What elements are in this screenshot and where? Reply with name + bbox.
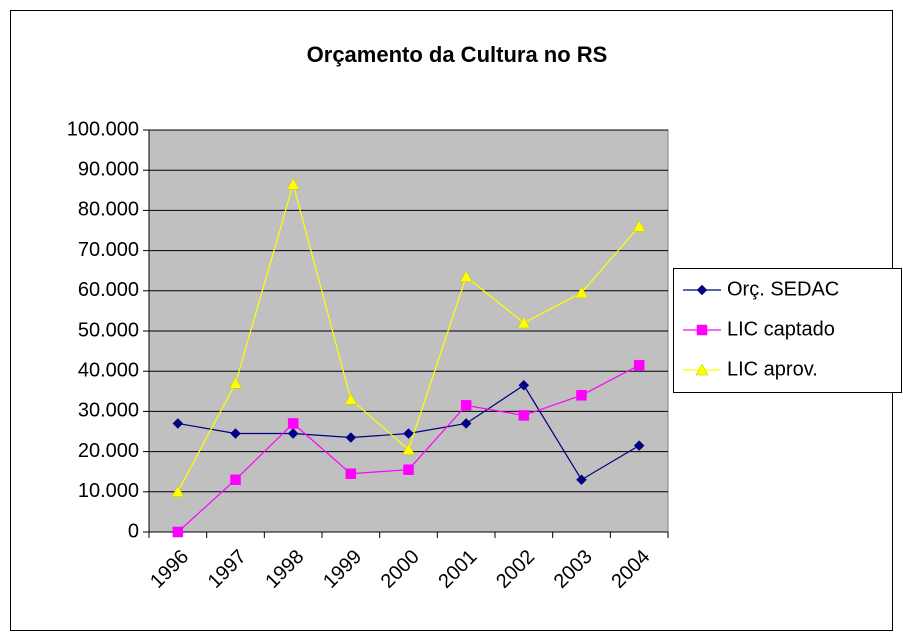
y-tick-label: 50.000 bbox=[78, 319, 139, 341]
marker bbox=[576, 390, 587, 401]
y-tick-label: 80.000 bbox=[78, 199, 139, 221]
marker bbox=[632, 219, 646, 232]
chart-title: Orçamento da Cultura no RS bbox=[307, 42, 608, 67]
y-tick-label: 70.000 bbox=[78, 239, 139, 261]
marker bbox=[172, 526, 184, 538]
y-tick-label: 10.000 bbox=[78, 480, 139, 502]
marker bbox=[345, 468, 357, 479]
y-tick-label: 0 bbox=[128, 520, 139, 542]
marker bbox=[696, 324, 708, 336]
marker bbox=[576, 474, 587, 486]
marker bbox=[403, 464, 414, 475]
y-tick-label: 100.000 bbox=[67, 118, 139, 140]
marker bbox=[633, 440, 645, 451]
y-tick-label: 30.000 bbox=[78, 400, 139, 422]
marker bbox=[518, 379, 530, 391]
marker bbox=[229, 376, 242, 389]
marker bbox=[696, 284, 708, 296]
marker bbox=[695, 363, 709, 376]
marker bbox=[286, 177, 300, 190]
y-tick-label: 60.000 bbox=[78, 279, 139, 301]
marker bbox=[344, 392, 358, 405]
legend-label: LIC aprov. bbox=[727, 358, 818, 380]
y-tick-label: 40.000 bbox=[78, 359, 139, 381]
marker bbox=[517, 316, 531, 329]
legend-label: Orç. SEDAC bbox=[727, 278, 839, 300]
y-tick-label: 90.000 bbox=[78, 158, 139, 180]
y-tick-label: 20.000 bbox=[78, 440, 139, 462]
marker bbox=[402, 443, 415, 455]
marker bbox=[575, 286, 588, 299]
marker bbox=[403, 428, 414, 439]
marker bbox=[230, 474, 241, 485]
marker bbox=[345, 432, 357, 443]
marker bbox=[459, 270, 473, 282]
marker bbox=[287, 418, 299, 429]
legend-label: LIC captado bbox=[727, 318, 835, 340]
marker bbox=[460, 418, 472, 429]
marker bbox=[633, 359, 645, 371]
marker bbox=[172, 418, 184, 429]
marker bbox=[460, 400, 472, 411]
marker bbox=[518, 410, 530, 421]
marker bbox=[171, 485, 185, 498]
marker bbox=[230, 428, 241, 439]
marker bbox=[287, 428, 299, 439]
